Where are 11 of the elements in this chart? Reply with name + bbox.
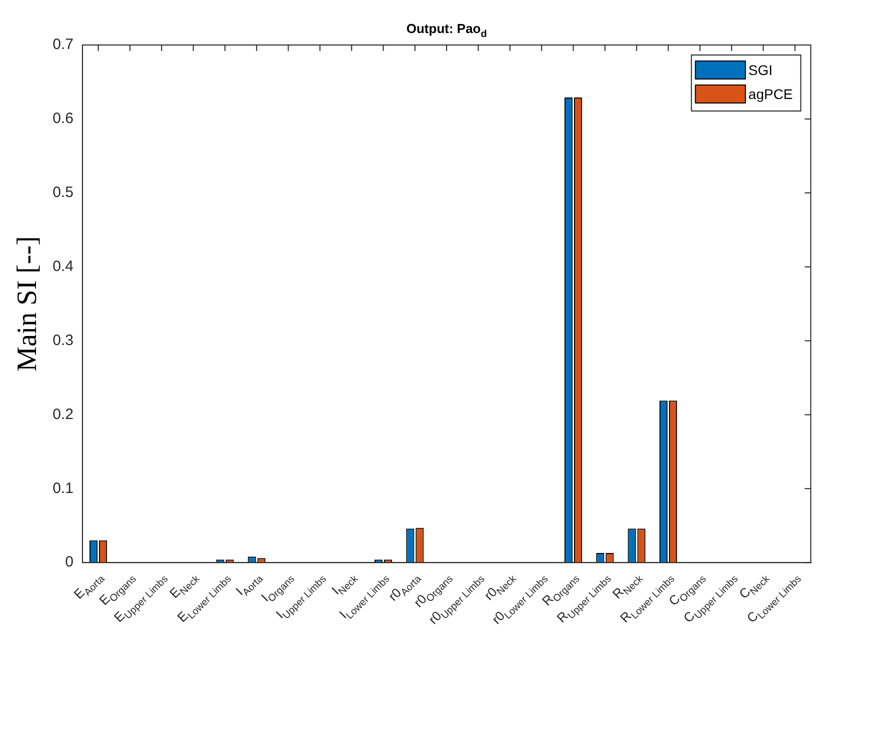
y-tick-label: 0	[65, 554, 74, 571]
legend-label: SGI	[748, 62, 773, 78]
y-tick-label: 0.1	[52, 480, 74, 497]
y-axis-title: Main SI [--]	[12, 236, 44, 372]
y-tick-label: 0.7	[52, 36, 74, 54]
legend-label: agPCE	[748, 86, 793, 102]
y-tick-label: 0.3	[52, 332, 74, 349]
y-tick-label: 0.5	[52, 184, 74, 202]
y-tick-label: 0.6	[52, 110, 74, 128]
y-tick-label: 0.4	[52, 258, 74, 275]
y-tick-label: 0.2	[52, 406, 74, 423]
